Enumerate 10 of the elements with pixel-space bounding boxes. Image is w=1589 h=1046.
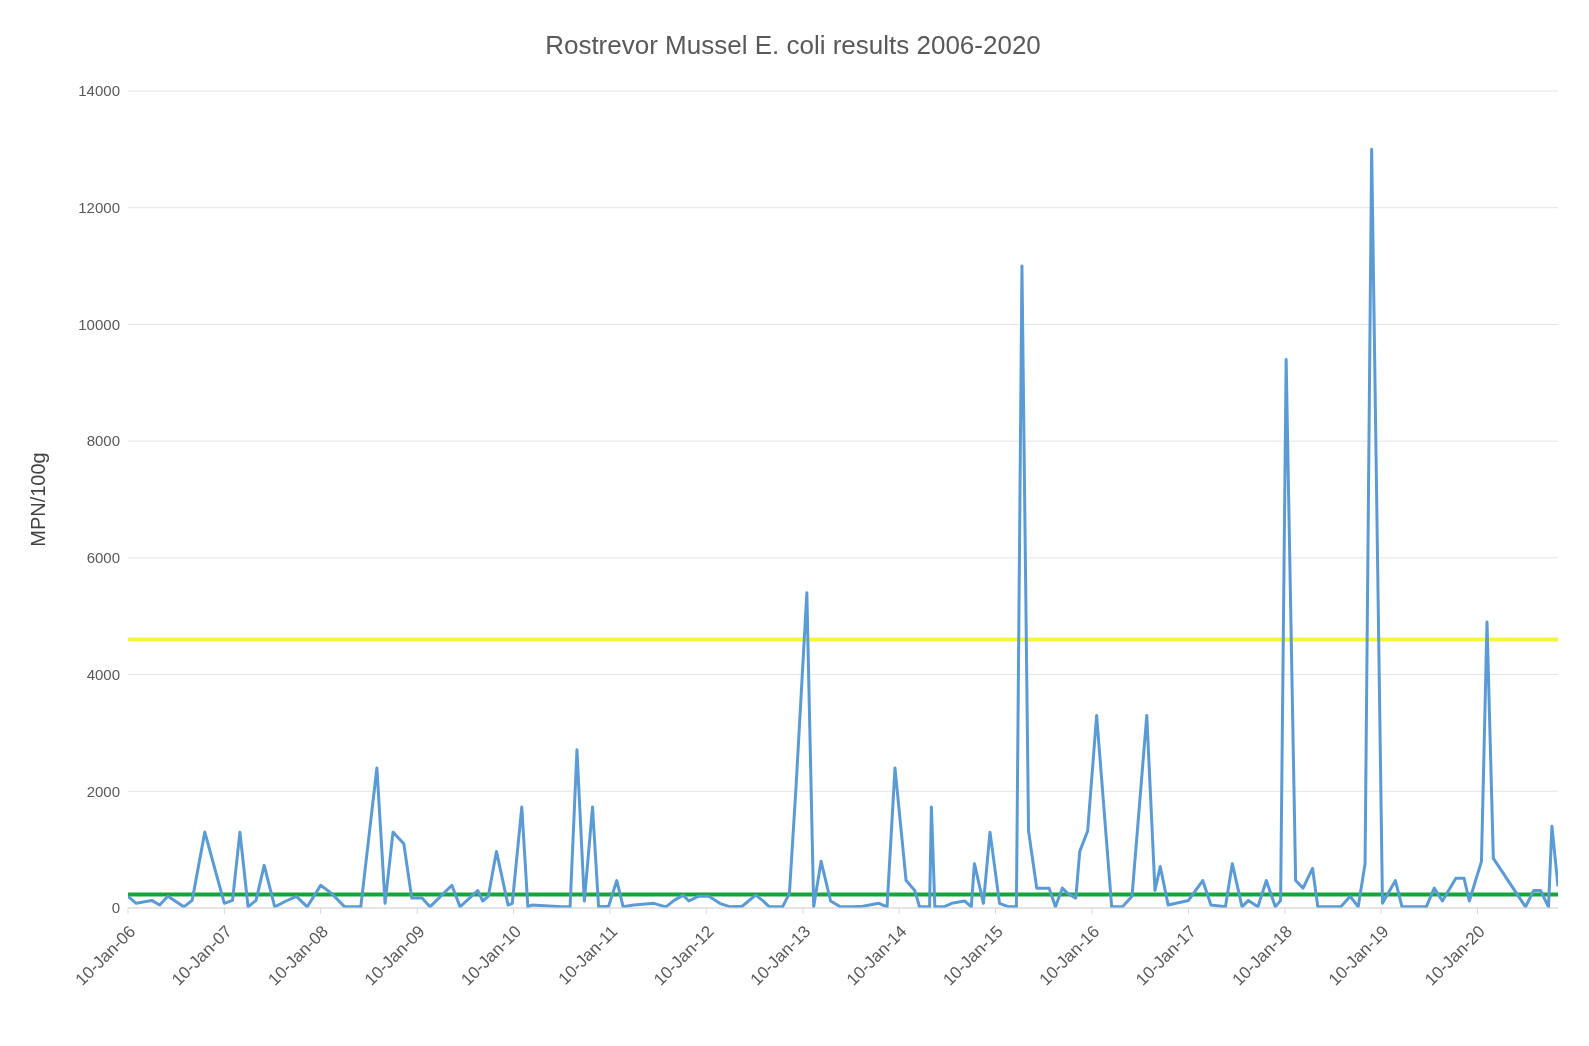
y-tick-label: 8000	[86, 432, 120, 450]
y-tick-label: 14000	[78, 82, 120, 100]
y-tick-label: 4000	[86, 665, 120, 683]
chart-title: Rostrevor Mussel E. coli results 2006-2020	[544, 29, 1042, 62]
y-tick-label: 12000	[78, 199, 120, 217]
y-axis-title: MPN/100g	[27, 452, 50, 547]
y-tick-label: 10000	[78, 315, 120, 333]
y-tick-label: 0	[111, 899, 120, 917]
y-tick-label: 6000	[86, 549, 120, 567]
y-tick-label: 2000	[86, 782, 120, 800]
